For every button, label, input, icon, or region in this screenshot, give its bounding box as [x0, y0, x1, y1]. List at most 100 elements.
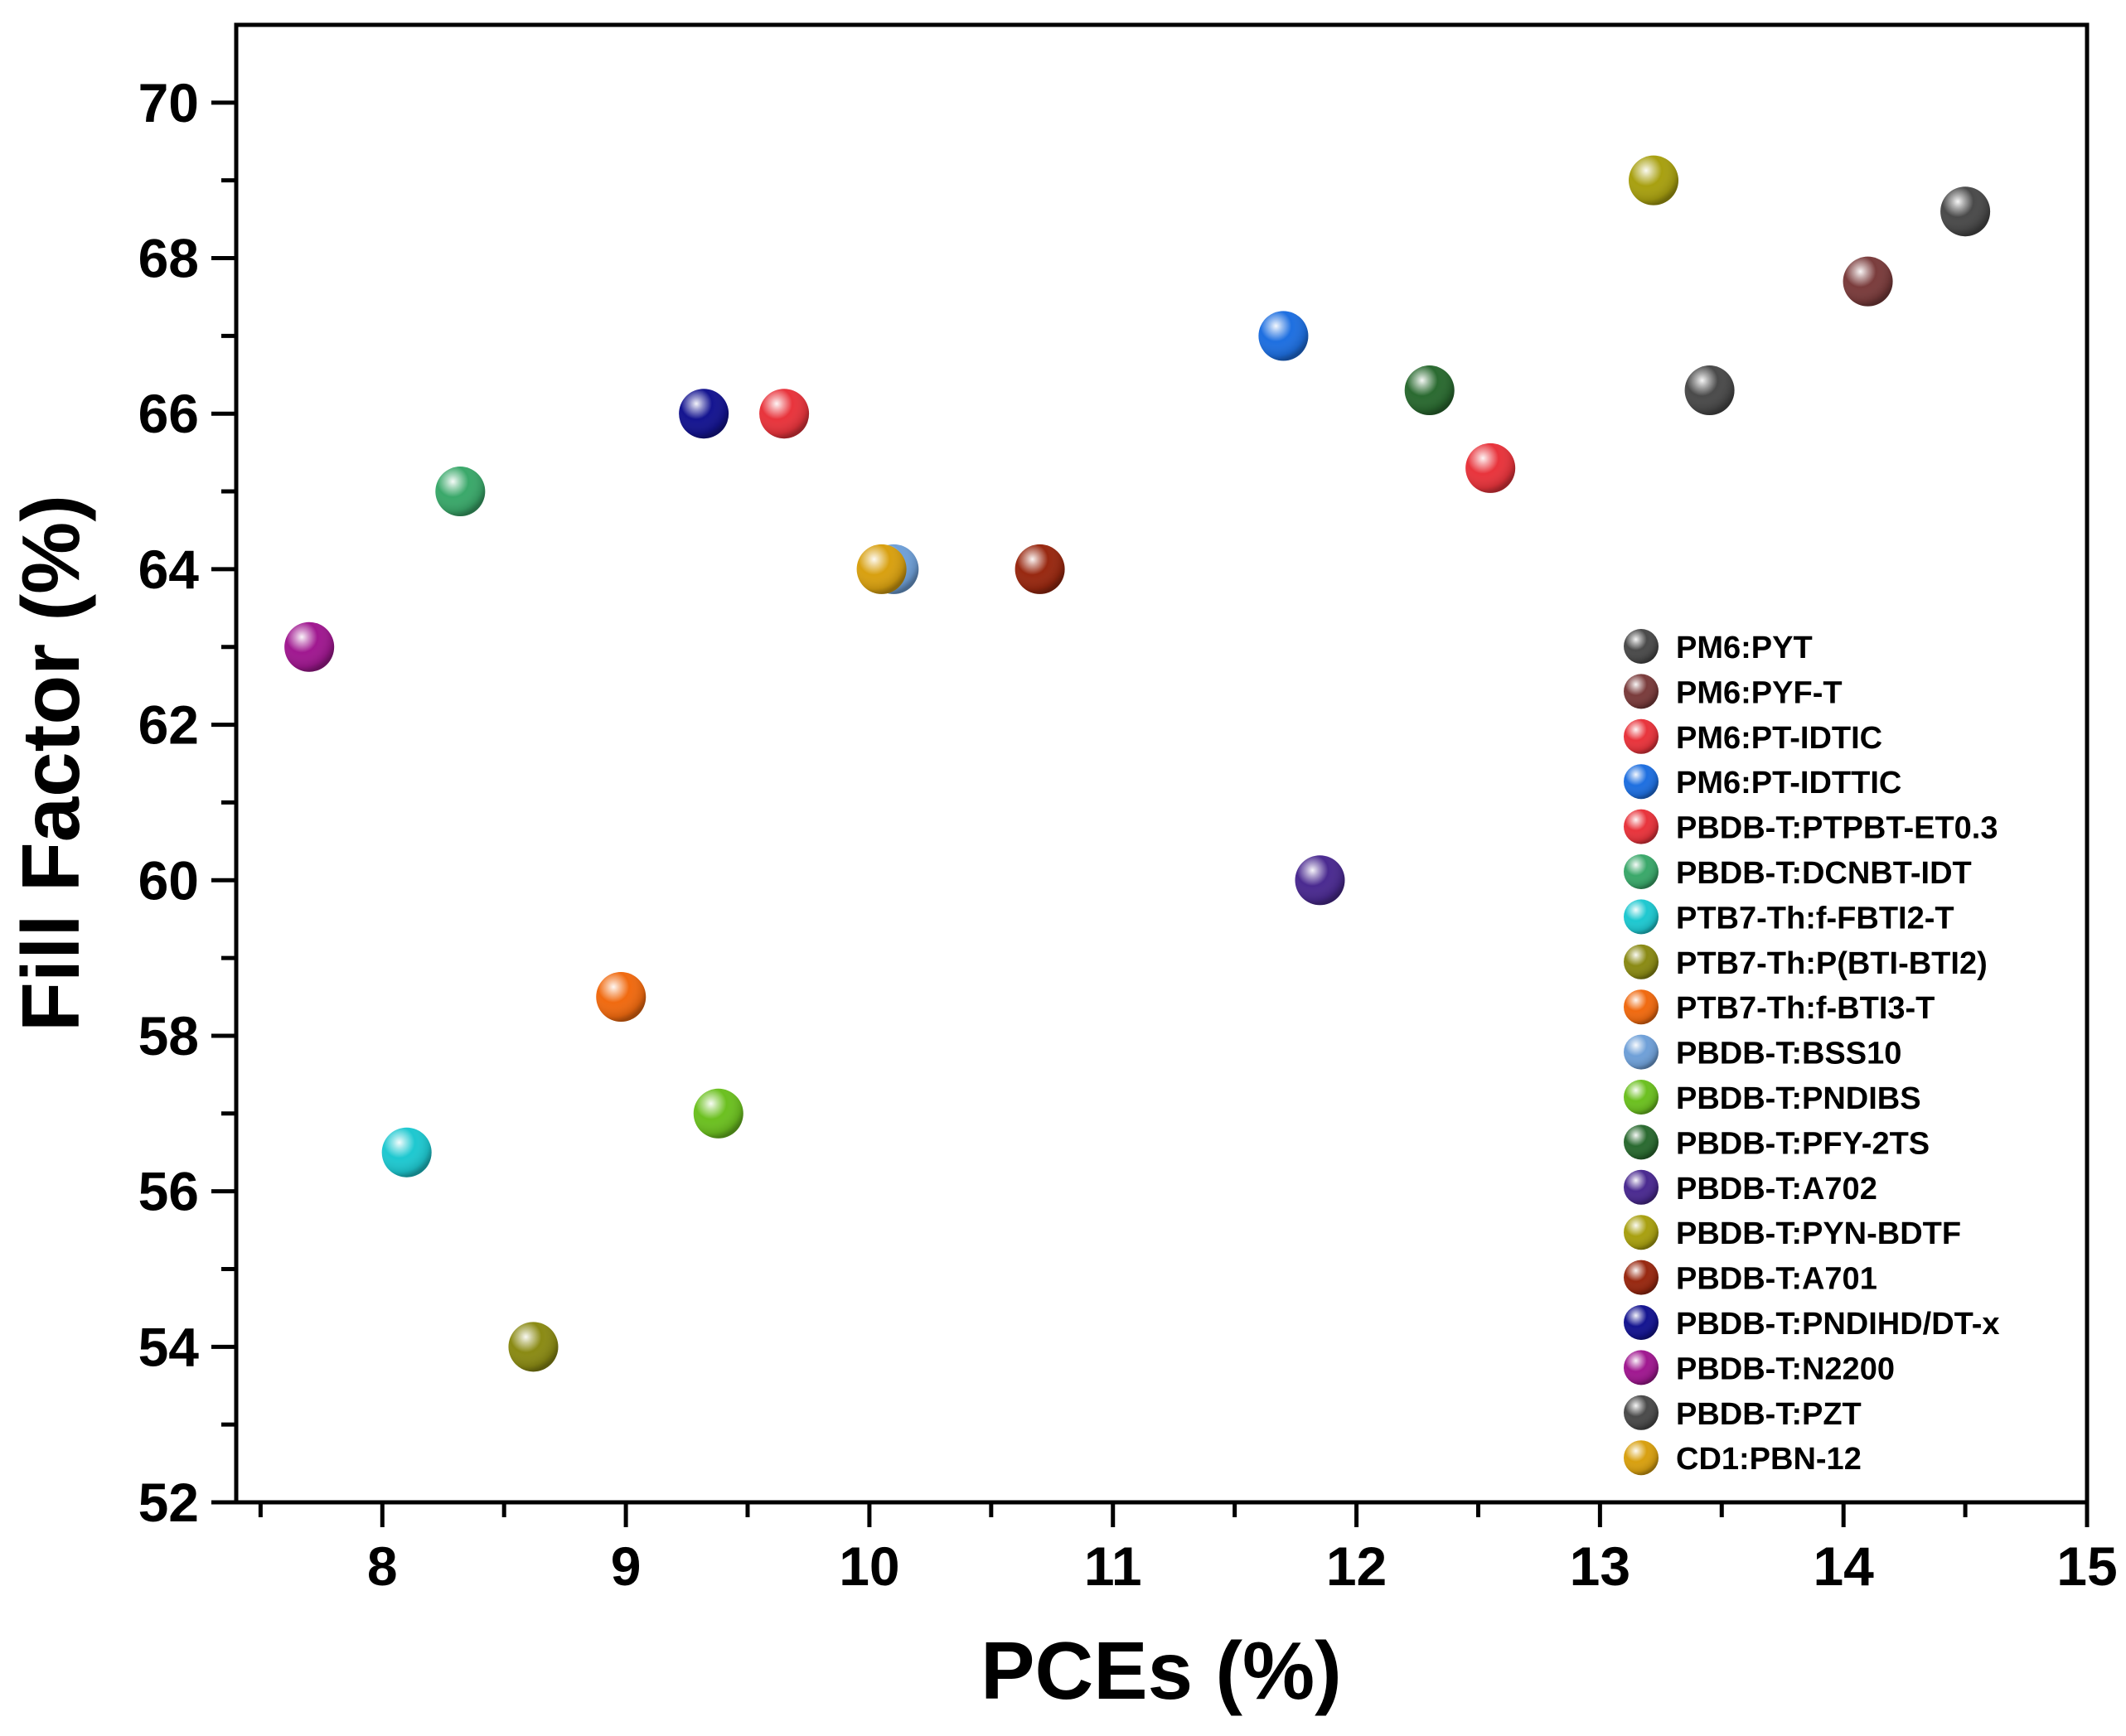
- y-tick-label: 58: [138, 1005, 199, 1066]
- point-shine: [284, 621, 335, 672]
- legend-marker-shine: [1624, 1169, 1659, 1205]
- point-shine: [693, 1088, 743, 1139]
- legend-label: PBDB-T:A701: [1676, 1262, 1877, 1297]
- legend-item: PBDB-T:PNDIHD/DT-x: [1624, 1305, 2000, 1342]
- legend-label: PBDB-T:PZT: [1676, 1397, 1862, 1432]
- x-axis-title: PCEs (%): [981, 1625, 1342, 1716]
- data-point: [508, 1322, 559, 1372]
- data-point: [1258, 311, 1309, 361]
- legend-item: PBDB-T:PFY-2TS: [1624, 1124, 1930, 1161]
- x-axis: 8 9 10 11 12 13 14 15: [258, 1502, 2118, 1597]
- legend-item: CD1:PBN-12: [1624, 1440, 1862, 1477]
- data-point: [1015, 544, 1065, 594]
- data-point: [1404, 365, 1455, 416]
- legend-label: PTB7-Th:f-FBTI2-T: [1676, 901, 1954, 936]
- legend-marker-shine: [1624, 1350, 1659, 1385]
- point-shine: [1940, 186, 1991, 237]
- x-tick-label: 14: [1813, 1535, 1874, 1597]
- legend-item: PBDB-T:BSS10: [1624, 1034, 1901, 1071]
- legend-item: PM6:PT-IDTTIC: [1624, 764, 1901, 800]
- legend-marker-shine: [1624, 1440, 1659, 1476]
- data-point: [1465, 442, 1516, 493]
- legend-label: PBDB-T:N2200: [1676, 1352, 1895, 1386]
- legend-marker-shine: [1624, 1124, 1659, 1160]
- legend-item: PBDB-T:PTPBT-ET0.3: [1624, 809, 1998, 846]
- point-shine: [1843, 256, 1893, 307]
- legend-label: PM6:PT-IDTIC: [1676, 721, 1882, 756]
- legend-marker-shine: [1624, 899, 1659, 935]
- legend-label: PM6:PT-IDTTIC: [1676, 766, 1901, 800]
- legend-item: PBDB-T:PNDIBS: [1624, 1080, 1921, 1116]
- point-shine: [381, 1127, 432, 1177]
- legend-item: PTB7-Th:P(BTI-BTI2): [1624, 944, 1988, 981]
- legend-item: PTB7-Th:f-FBTI2-T: [1624, 899, 1954, 936]
- legend-marker-shine: [1624, 989, 1659, 1025]
- data-point: [759, 389, 810, 439]
- legend-item: PBDB-T:A701: [1624, 1260, 1877, 1297]
- x-tick-label: 12: [1326, 1535, 1387, 1597]
- legend-marker-shine: [1624, 944, 1659, 979]
- legend-marker-shine: [1624, 1034, 1659, 1070]
- legend-marker-shine: [1624, 854, 1659, 889]
- legend-label: PBDB-T:PTPBT-ET0.3: [1676, 811, 1998, 846]
- legend-marker-shine: [1624, 674, 1659, 709]
- legend-marker-shine: [1624, 1260, 1659, 1295]
- data-point: [1843, 256, 1893, 307]
- x-tick-label: 9: [611, 1535, 642, 1597]
- y-tick-label: 56: [138, 1161, 199, 1222]
- point-shine: [1629, 155, 1679, 206]
- point-shine: [856, 544, 907, 594]
- legend-marker-shine: [1624, 1080, 1659, 1115]
- legend-label: PBDB-T:BSS10: [1676, 1037, 1901, 1071]
- point-shine: [1295, 855, 1345, 906]
- data-point: [1684, 365, 1735, 416]
- y-axis: 52 54 56 58 60 62 64 66 68 70: [138, 72, 236, 1533]
- legend-item: PBDB-T:PYN-BDTF: [1624, 1215, 1961, 1251]
- y-tick-label: 54: [138, 1316, 200, 1377]
- legend-label: PBDB-T:PNDIBS: [1676, 1081, 1921, 1116]
- y-axis-title: Fill Factor (%): [5, 495, 96, 1032]
- legend-label: PM6:PYF-T: [1676, 675, 1843, 710]
- point-shine: [1015, 544, 1065, 594]
- legend-label: CD1:PBN-12: [1676, 1442, 1862, 1477]
- legend-label: PBDB-T:DCNBT-IDT: [1676, 856, 1972, 891]
- point-shine: [508, 1322, 559, 1372]
- legend-item: PBDB-T:PZT: [1624, 1395, 1862, 1432]
- legend-label: PBDB-T:PFY-2TS: [1676, 1126, 1930, 1161]
- data-point: [1629, 155, 1679, 206]
- data-point: [1940, 186, 1991, 237]
- legend-marker-shine: [1624, 764, 1659, 800]
- legend-marker-shine: [1624, 1305, 1659, 1340]
- x-tick-label: 15: [2056, 1535, 2117, 1597]
- legend-item: PBDB-T:A702: [1624, 1169, 1877, 1206]
- legend-marker-shine: [1624, 1395, 1659, 1430]
- legend-item: PM6:PYF-T: [1624, 674, 1843, 710]
- data-point: [381, 1127, 432, 1177]
- data-point: [693, 1088, 743, 1139]
- x-tick-label: 10: [839, 1535, 899, 1597]
- legend-label: PBDB-T:PYN-BDTF: [1676, 1216, 1961, 1251]
- point-shine: [1258, 311, 1309, 361]
- legend-item: PM6:PYT: [1624, 629, 1813, 665]
- legend-label: PBDB-T:PNDIHD/DT-x: [1676, 1307, 2000, 1342]
- legend: PM6:PYT PM6:PYF-T PM6:PT-IDTIC PM6:PT-IDTTI…: [1624, 629, 2000, 1477]
- data-point: [284, 621, 335, 672]
- y-tick-label: 68: [138, 228, 199, 289]
- legend-item: PBDB-T:DCNBT-IDT: [1624, 854, 1972, 891]
- y-tick-label: 66: [138, 383, 199, 444]
- legend-label: PBDB-T:A702: [1676, 1172, 1877, 1206]
- y-tick-label: 62: [138, 694, 199, 756]
- x-tick-label: 8: [367, 1535, 398, 1597]
- point-shine: [435, 467, 486, 517]
- data-point: [856, 544, 907, 594]
- data-points: [284, 155, 1991, 1372]
- point-shine: [1465, 442, 1516, 493]
- point-shine: [1404, 365, 1455, 416]
- data-point: [679, 389, 729, 439]
- legend-label: PM6:PYT: [1676, 631, 1813, 665]
- legend-marker-shine: [1624, 629, 1659, 664]
- x-tick-label: 13: [1570, 1535, 1630, 1597]
- plot-frame: [234, 22, 2090, 1505]
- data-point: [435, 467, 486, 517]
